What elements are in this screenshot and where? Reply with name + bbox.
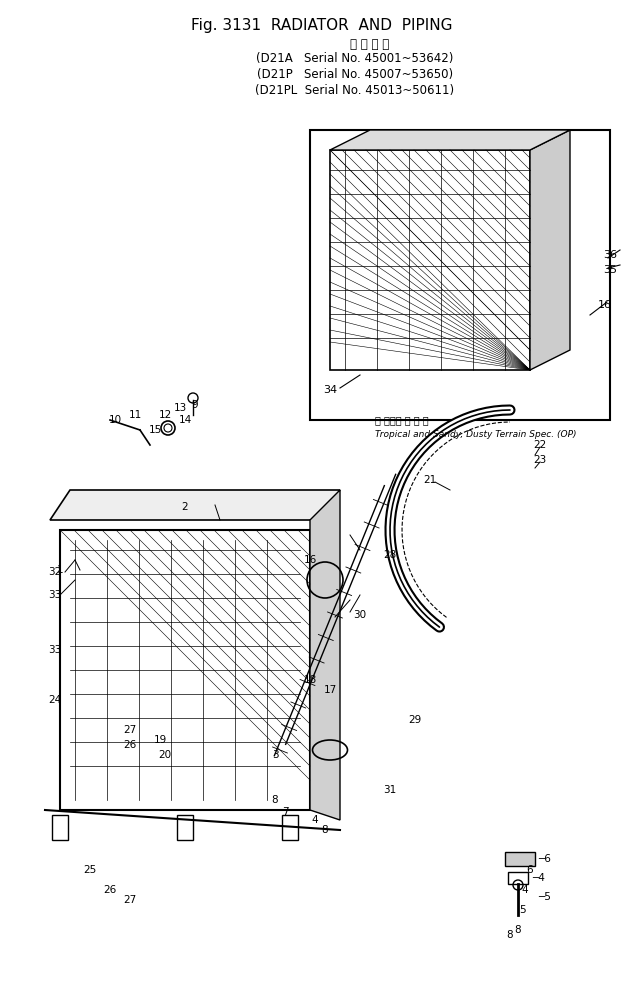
Text: 適 用 号 機: 適 用 号 機: [350, 38, 390, 51]
Text: 8: 8: [272, 795, 278, 805]
Polygon shape: [50, 490, 340, 520]
Text: 31: 31: [383, 785, 397, 795]
Bar: [508, 872, 528, 884]
Bar: [282, 815, 298, 840]
Text: 24: 24: [48, 695, 62, 705]
Text: 30: 30: [354, 610, 366, 620]
Text: 33: 33: [48, 590, 62, 600]
Text: 21: 21: [423, 475, 437, 485]
Text: 36: 36: [603, 250, 617, 260]
Text: 32: 32: [48, 567, 62, 577]
Text: 29: 29: [408, 715, 422, 725]
Text: 22: 22: [533, 440, 547, 450]
Text: 27: 27: [124, 895, 137, 905]
Text: 35: 35: [603, 265, 617, 275]
Text: 34: 34: [323, 385, 337, 395]
Text: 25: 25: [83, 865, 97, 875]
Text: 2: 2: [182, 502, 188, 512]
Text: 8: 8: [507, 930, 513, 940]
Bar: [177, 815, 193, 840]
Text: 16: 16: [303, 555, 317, 565]
Text: ─6: ─6: [538, 854, 551, 864]
Text: Tropical and Sandy, Dusty Terrain Spec. (OP): Tropical and Sandy, Dusty Terrain Spec. …: [375, 430, 576, 439]
Text: 8: 8: [322, 825, 328, 835]
Text: 12: 12: [158, 410, 171, 420]
Bar: [52, 815, 68, 840]
Text: 28: 28: [383, 550, 397, 560]
Text: (D21PL  Serial No. 45013~50611): (D21PL Serial No. 45013~50611): [256, 83, 455, 97]
Text: 4: 4: [312, 815, 318, 825]
Text: 10: 10: [108, 415, 122, 425]
Text: 20: 20: [158, 750, 171, 760]
Text: 27: 27: [124, 725, 137, 735]
Text: 17: 17: [323, 685, 337, 695]
Text: ─4: ─4: [532, 873, 545, 883]
Bar: [310, 130, 610, 420]
Bar: [60, 530, 310, 810]
Text: 14: 14: [178, 415, 192, 425]
Text: 11: 11: [128, 410, 142, 420]
Text: Fig. 3131  RADIATOR  AND  PIPING: Fig. 3131 RADIATOR AND PIPING: [191, 18, 453, 33]
Text: 熱 帯、砂 地 仕 様: 熱 帯、砂 地 仕 様: [375, 415, 429, 425]
Text: 33: 33: [48, 645, 62, 655]
Polygon shape: [530, 130, 570, 370]
Bar: [505, 852, 535, 866]
Text: 1: 1: [57, 565, 63, 575]
Text: 26: 26: [124, 740, 137, 750]
Text: ─5: ─5: [538, 892, 551, 902]
Text: 4: 4: [522, 885, 528, 895]
Text: (D21P   Serial No. 45007~53650): (D21P Serial No. 45007~53650): [257, 68, 453, 81]
Text: 18: 18: [303, 675, 317, 685]
Text: 7: 7: [281, 807, 289, 817]
Text: 5: 5: [520, 905, 526, 915]
Text: 26: 26: [104, 885, 117, 895]
Text: 13: 13: [173, 403, 187, 413]
Text: 19: 19: [153, 735, 167, 745]
Text: 23: 23: [533, 455, 547, 465]
Text: 15: 15: [148, 425, 162, 435]
Text: 16: 16: [598, 300, 612, 310]
Bar: [330, 150, 530, 370]
Polygon shape: [310, 490, 340, 820]
Text: (D21A   Serial No. 45001~53642): (D21A Serial No. 45001~53642): [256, 52, 453, 65]
Text: 6: 6: [527, 865, 533, 875]
Polygon shape: [330, 130, 570, 150]
Text: 3: 3: [272, 750, 278, 760]
Text: 8: 8: [515, 925, 521, 935]
Text: 9: 9: [192, 400, 198, 410]
